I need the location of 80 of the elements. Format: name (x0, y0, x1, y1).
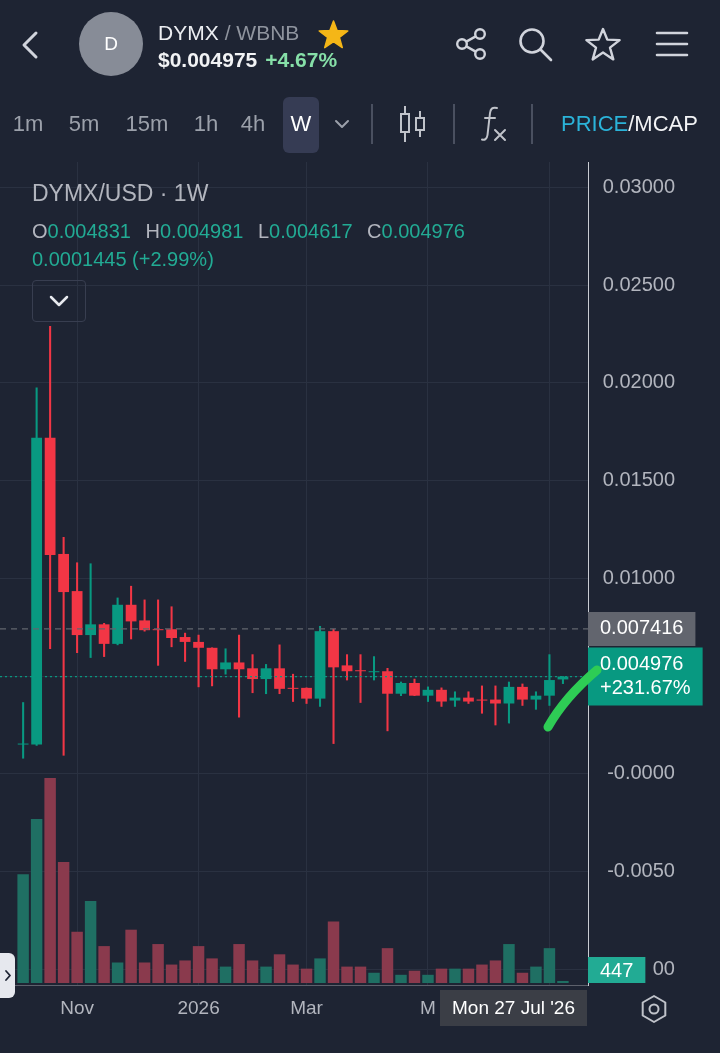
text: +4.67% (265, 48, 338, 71)
bar (516, 972, 529, 983)
y-tick-label: 0.01500 (602, 468, 675, 491)
bar (125, 929, 137, 983)
bar (30, 819, 43, 983)
y-tick-label: -0.0050 (607, 859, 675, 882)
bar (165, 964, 178, 983)
bar (179, 960, 191, 983)
bar (503, 944, 515, 983)
candlestick (328, 628, 339, 744)
bar (395, 974, 407, 983)
text: 447 (600, 958, 634, 981)
y-tick-label: 0.02500 (602, 272, 675, 295)
text: 5m (68, 110, 100, 138)
bar (152, 944, 164, 983)
y-tick-label: 0.01000 (602, 565, 675, 588)
bar (489, 960, 502, 983)
text: DYMX (158, 21, 219, 44)
bar (449, 968, 461, 983)
text: /MCAP (628, 111, 698, 136)
text: 15m (125, 110, 169, 138)
text: 1m (12, 110, 44, 138)
bar (422, 974, 434, 983)
bar (300, 968, 313, 983)
bar (287, 964, 299, 983)
candlestick (476, 685, 488, 714)
bar (260, 966, 272, 983)
text: / WBNB (224, 21, 300, 44)
bar (192, 946, 205, 983)
candlestick (17, 702, 29, 759)
text: W (290, 110, 312, 138)
text: 1h (193, 110, 219, 138)
bar (327, 921, 340, 983)
bar (57, 862, 70, 983)
bar (17, 874, 29, 983)
bar (543, 948, 556, 983)
annotation: 0.0001445 (+2.99%) (32, 247, 214, 271)
candlestick (463, 691, 474, 704)
bar (408, 970, 421, 983)
y-tick-label: 0.03000 (602, 174, 675, 197)
bar (98, 946, 110, 983)
bar (435, 968, 448, 983)
x-tick-label: Nov (60, 997, 95, 1019)
bar (233, 944, 245, 983)
text: PRICE (561, 111, 629, 136)
y-tick-label: -0.0000 (607, 761, 675, 784)
bar (138, 962, 151, 983)
bar (246, 960, 259, 983)
bar (44, 778, 56, 983)
bar (354, 966, 367, 983)
ref-line-label: 0.007416 (600, 616, 684, 639)
bar (462, 968, 475, 983)
text: 4h (240, 110, 266, 138)
candlestick (287, 673, 299, 702)
bar (476, 964, 488, 983)
avatar-circle: D (79, 12, 143, 76)
bar (314, 958, 326, 983)
bar (381, 948, 394, 983)
y-tick-label: 0.02000 (602, 370, 675, 393)
text: O0.004831 H0.004981 L0.004617 C0.004976 (32, 220, 465, 242)
bar (219, 966, 232, 983)
text: Mon 27 Jul '26 (440, 990, 587, 1026)
text: $0.004975 (158, 48, 258, 71)
bar (368, 972, 380, 983)
x-tick-label: 2026 (177, 997, 220, 1019)
bar (111, 962, 124, 983)
x-tick-label: Mar (290, 997, 324, 1019)
x-tick-label: M (420, 997, 436, 1019)
bar (206, 958, 218, 983)
bar (273, 954, 286, 983)
bar (530, 966, 542, 983)
bar (341, 966, 353, 983)
y-tick-label: 00 (652, 956, 675, 979)
bar (84, 901, 97, 983)
candlestick (355, 654, 366, 703)
bar (71, 931, 83, 983)
text: DYMX/USD · 1W (32, 179, 209, 207)
ref-line-label: 0.004976 +231.67% (600, 652, 691, 699)
bar (557, 980, 569, 983)
candlestick (382, 667, 393, 732)
